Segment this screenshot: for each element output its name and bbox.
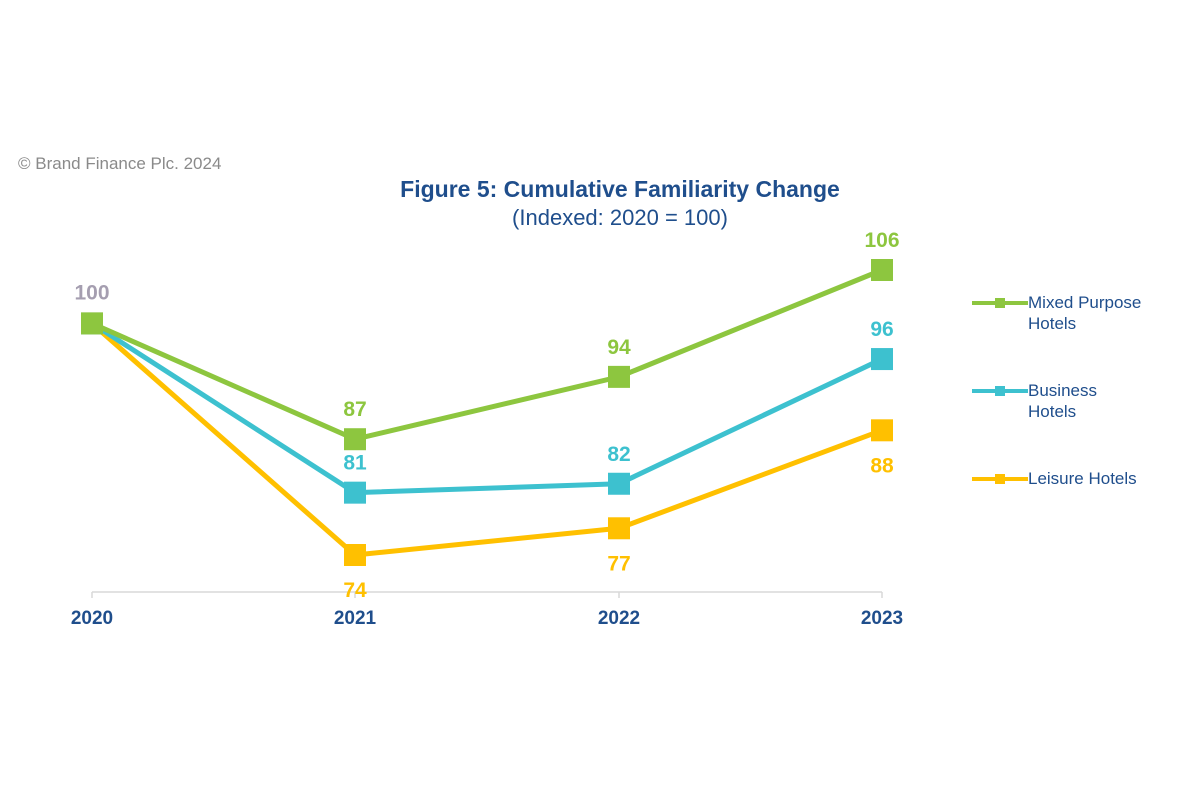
legend-swatch-mixed-purpose — [972, 292, 1028, 312]
x-tick-label: 2020 — [71, 608, 113, 629]
legend-label-mixed-purpose: Mixed Purpose Hotels — [1028, 293, 1142, 333]
legend-label-leisure: Leisure Hotels — [1028, 469, 1137, 488]
series-line — [89, 320, 885, 558]
series-line — [89, 267, 885, 442]
legend-item-mixed-purpose: Mixed Purpose Hotels — [972, 292, 1178, 380]
data-label: 81 — [343, 452, 367, 475]
series-marker — [608, 517, 630, 540]
copyright-text: © Brand Finance Plc. 2024 — [18, 154, 222, 173]
series-marker — [344, 544, 366, 566]
chart-title: Figure 5: Cumulative Familiarity Change — [400, 176, 840, 202]
series-marker — [871, 419, 893, 442]
series-marker — [81, 312, 103, 335]
data-label: 106 — [864, 229, 899, 252]
data-label: 74 — [343, 579, 367, 602]
data-label: 82 — [607, 443, 630, 466]
data-label: 77 — [607, 552, 630, 575]
x-tick-label: 2023 — [861, 608, 903, 629]
start-data-label: 100 — [74, 281, 109, 304]
x-tick-label: 2021 — [334, 608, 377, 629]
series-marker — [344, 481, 366, 504]
series-marker — [608, 472, 630, 495]
series-marker — [608, 365, 630, 388]
data-label: 88 — [870, 454, 894, 477]
legend-item-leisure: Leisure Hotels — [972, 468, 1178, 556]
legend-label-business: Business Hotels — [1028, 381, 1097, 421]
legend-swatch-business — [972, 380, 1028, 400]
series-marker — [344, 428, 366, 451]
data-label: 96 — [870, 318, 893, 341]
series-line — [89, 320, 885, 496]
series-marker — [871, 259, 893, 281]
data-label: 94 — [607, 336, 631, 359]
chart-legend: Mixed Purpose Hotels Business Hotels Lei… — [972, 292, 1178, 556]
x-tick-label: 2022 — [598, 608, 640, 629]
legend-swatch-leisure — [972, 468, 1028, 488]
data-label: 87 — [343, 398, 366, 421]
legend-item-business: Business Hotels — [972, 380, 1178, 468]
chart-subtitle: (Indexed: 2020 = 100) — [512, 205, 728, 230]
series-marker — [871, 348, 893, 371]
